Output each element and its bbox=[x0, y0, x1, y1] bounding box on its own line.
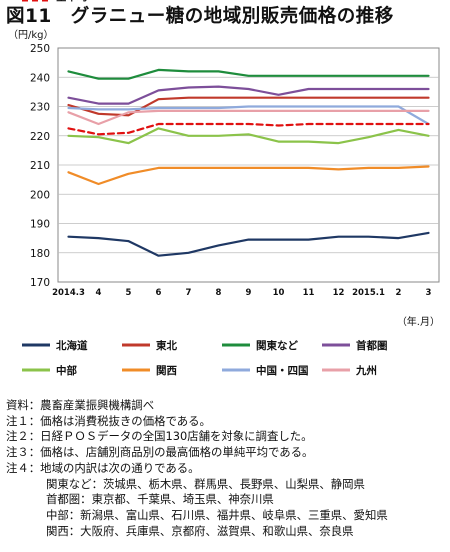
series-line-3 bbox=[67, 85, 430, 105]
y-tick-label-230: 230 bbox=[30, 102, 50, 114]
legend-label-8: 全平均 bbox=[55, 0, 88, 3]
series-line-4 bbox=[67, 127, 430, 145]
series-line-2 bbox=[67, 68, 430, 80]
y-tick-label-190: 190 bbox=[30, 219, 50, 231]
x-tick-label-0: 2014.3 bbox=[52, 288, 85, 298]
legend-label-5: 関西 bbox=[156, 365, 177, 377]
y-tick-label-200: 200 bbox=[30, 189, 50, 201]
x-tick-label-7: 10 bbox=[273, 288, 285, 298]
legend-label-3: 首都圏 bbox=[356, 339, 388, 352]
y-tick-label-240: 240 bbox=[30, 72, 50, 84]
x-tick-label-3: 6 bbox=[156, 288, 162, 298]
x-tick-label-11: 2 bbox=[396, 288, 402, 298]
x-tick-label-1: 4 bbox=[96, 288, 102, 298]
x-tick-label-9: 12 bbox=[333, 288, 345, 298]
y-tick-label-170: 170 bbox=[30, 277, 50, 289]
legend-label-4: 中部 bbox=[56, 364, 77, 377]
y-axis-label: （円/kg） bbox=[8, 29, 54, 41]
x-axis-label: （年.月） bbox=[397, 315, 440, 328]
region-note-kanto: 関東など：茨城県、栃木県、群馬県、長野県、山梨県、静岡県 bbox=[46, 476, 365, 491]
region-note-shutoken: 首都圏：東京都、千葉県、埼玉県、神奈川県 bbox=[46, 492, 274, 507]
series-line-7 bbox=[67, 109, 430, 126]
y-tick-label-250: 250 bbox=[30, 43, 50, 55]
note-1: 注１：価格は消費税抜きの価格である。 bbox=[6, 413, 211, 428]
legend-label-7: 九州 bbox=[355, 364, 377, 377]
series-line-1 bbox=[67, 96, 430, 117]
note-3: 注３：価格は、店舗別商品別の最高価格の単純平均である。 bbox=[6, 445, 314, 460]
y-tick-label-220: 220 bbox=[30, 131, 50, 143]
legend-label-0: 北海道 bbox=[56, 339, 88, 352]
x-tick-label-2: 5 bbox=[126, 288, 132, 298]
x-tick-label-12: 3 bbox=[426, 288, 432, 298]
x-tick-label-10: 2015.1 bbox=[352, 288, 385, 298]
note-4: 注４：地域の内訳は次の通りである。 bbox=[6, 460, 200, 475]
series-line-8 bbox=[67, 122, 430, 136]
chart-title: 図11 グラニュー糖の地域別販売価格の推移 bbox=[6, 6, 394, 27]
y-tick-label-210: 210 bbox=[30, 160, 50, 172]
x-tick-label-4: 7 bbox=[186, 288, 192, 298]
x-tick-label-6: 9 bbox=[246, 288, 252, 298]
region-note-chubu: 中部：新潟県、富山県、石川県、福井県、岐阜県、三重県、愛知県 bbox=[46, 507, 388, 522]
series-line-6 bbox=[67, 105, 430, 126]
y-tick-label-180: 180 bbox=[30, 248, 50, 260]
x-tick-label-5: 8 bbox=[216, 288, 222, 298]
note-source: 資料：農畜産業振興機構調べ bbox=[6, 398, 155, 412]
notes-block: 資料：農畜産業振興機構調べ 注１：価格は消費税抜きの価格である。 注２：日経ＰＯ… bbox=[6, 398, 388, 539]
legend-label-6: 中国・四国 bbox=[256, 364, 309, 377]
x-tick-label-8: 11 bbox=[303, 288, 315, 298]
legend-label-2: 関東など bbox=[256, 339, 298, 352]
region-note-kansai: 関西：大阪府、兵庫県、京都府、滋賀県、和歌山県、奈良県 bbox=[46, 523, 354, 538]
legend-label-1: 東北 bbox=[156, 339, 177, 352]
note-2: 注２：日経ＰＯＳデータの全国130店舗を対象に調査した。 bbox=[6, 429, 313, 444]
series-line-0 bbox=[67, 231, 430, 257]
series-line-5 bbox=[67, 165, 430, 186]
